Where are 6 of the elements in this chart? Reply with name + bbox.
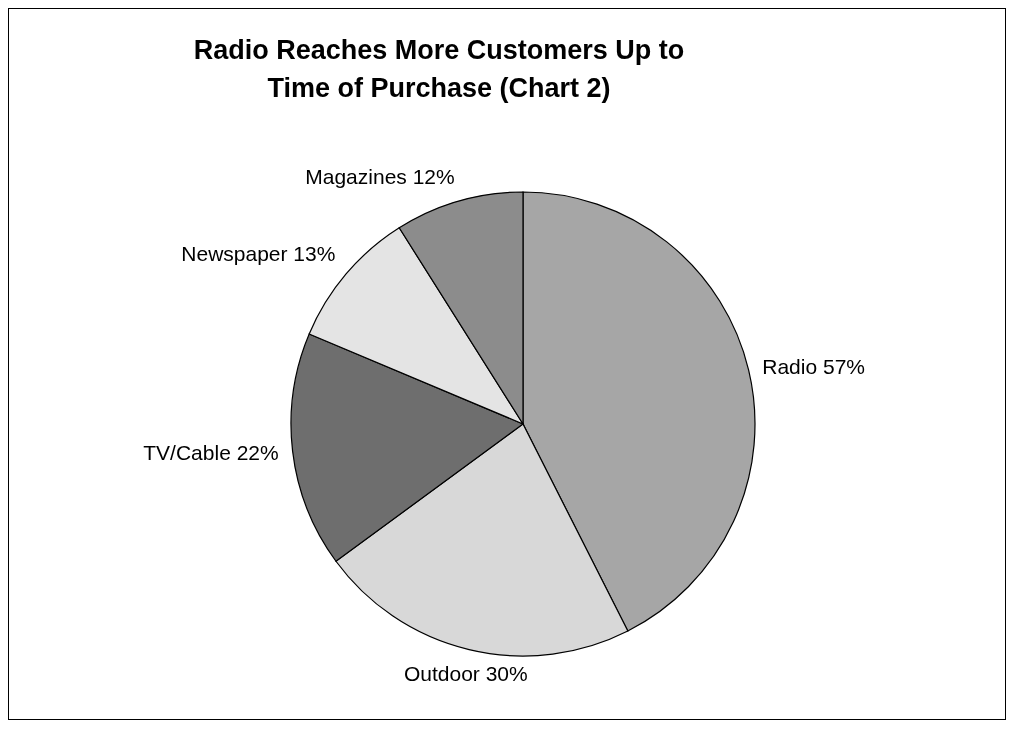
slice-label: Outdoor 30% bbox=[403, 662, 528, 686]
chart-title: Radio Reaches More Customers Up to Time of Purchase (Chart 2) bbox=[192, 34, 686, 105]
slice-label: Radio 57% bbox=[762, 354, 865, 378]
slice-label: TV/Cable 22% bbox=[143, 440, 279, 464]
slice-label: Newspaper 13% bbox=[181, 241, 336, 265]
slice-label: Magazines 12% bbox=[305, 164, 455, 188]
